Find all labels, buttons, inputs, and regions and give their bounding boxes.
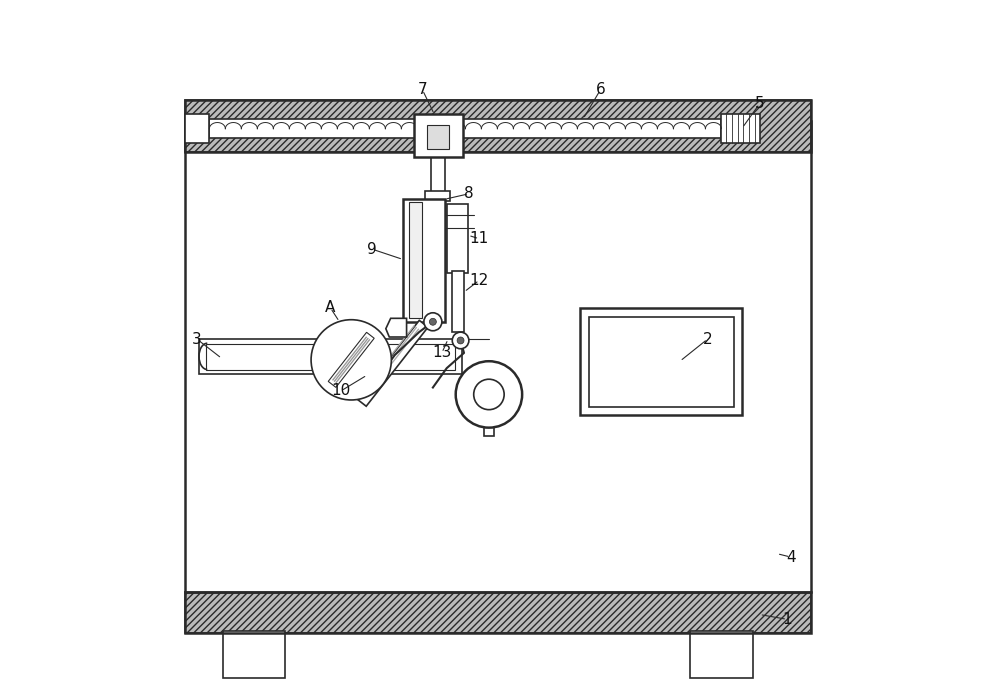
Text: 7: 7 — [418, 82, 427, 98]
Bar — [334, 338, 369, 382]
Polygon shape — [386, 318, 407, 337]
Bar — [185, 114, 209, 143]
Bar — [185, 592, 811, 633]
Bar — [335, 339, 370, 383]
Bar — [690, 631, 753, 678]
Bar — [185, 100, 811, 152]
Bar — [328, 332, 374, 388]
Bar — [484, 394, 494, 436]
Text: A: A — [325, 300, 336, 316]
Text: 3: 3 — [192, 331, 202, 347]
Text: 10: 10 — [331, 383, 350, 399]
Text: 11: 11 — [470, 231, 489, 246]
Bar — [206, 344, 455, 370]
Bar — [185, 592, 811, 633]
Circle shape — [424, 313, 442, 331]
Text: 12: 12 — [470, 273, 489, 288]
Text: 6: 6 — [595, 82, 605, 98]
Bar — [223, 631, 285, 678]
Bar — [363, 327, 417, 396]
Text: 8: 8 — [464, 186, 474, 201]
Text: 9: 9 — [367, 242, 377, 257]
Circle shape — [457, 337, 464, 344]
Circle shape — [429, 318, 436, 325]
Bar — [365, 329, 419, 397]
Bar — [332, 336, 367, 381]
Circle shape — [456, 361, 522, 428]
Bar — [431, 156, 445, 194]
Bar — [361, 325, 415, 394]
Bar — [357, 320, 428, 406]
Bar — [414, 114, 463, 157]
Bar — [447, 204, 468, 273]
Bar — [409, 202, 422, 318]
Bar — [589, 317, 734, 407]
Text: 1: 1 — [782, 612, 792, 627]
Bar — [425, 191, 450, 201]
Circle shape — [452, 332, 469, 349]
Text: 5: 5 — [755, 96, 764, 111]
Text: 2: 2 — [703, 331, 712, 347]
Text: 4: 4 — [786, 549, 795, 565]
Bar — [427, 125, 449, 149]
Circle shape — [474, 379, 504, 410]
Circle shape — [311, 320, 391, 400]
Bar — [580, 308, 742, 415]
Bar — [199, 339, 462, 374]
Bar — [209, 119, 721, 138]
Bar — [403, 199, 445, 322]
Bar — [452, 271, 464, 332]
Bar — [185, 100, 811, 152]
Text: 13: 13 — [432, 345, 452, 361]
Bar — [721, 114, 760, 143]
Bar — [185, 121, 811, 592]
